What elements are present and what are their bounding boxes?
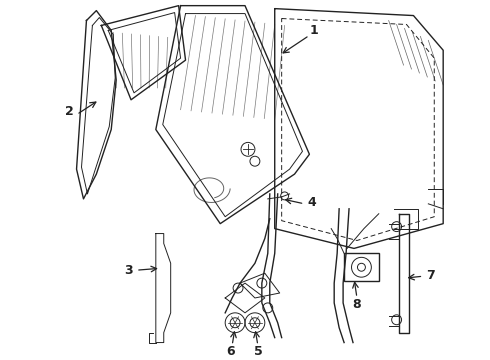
Text: 2: 2	[65, 105, 74, 118]
Text: 7: 7	[426, 269, 435, 282]
Text: 3: 3	[124, 264, 132, 277]
Text: 5: 5	[253, 345, 262, 358]
Text: 1: 1	[310, 24, 318, 37]
Text: 8: 8	[353, 298, 361, 311]
Text: 6: 6	[226, 345, 234, 358]
Text: 4: 4	[307, 196, 316, 210]
FancyBboxPatch shape	[344, 253, 379, 281]
